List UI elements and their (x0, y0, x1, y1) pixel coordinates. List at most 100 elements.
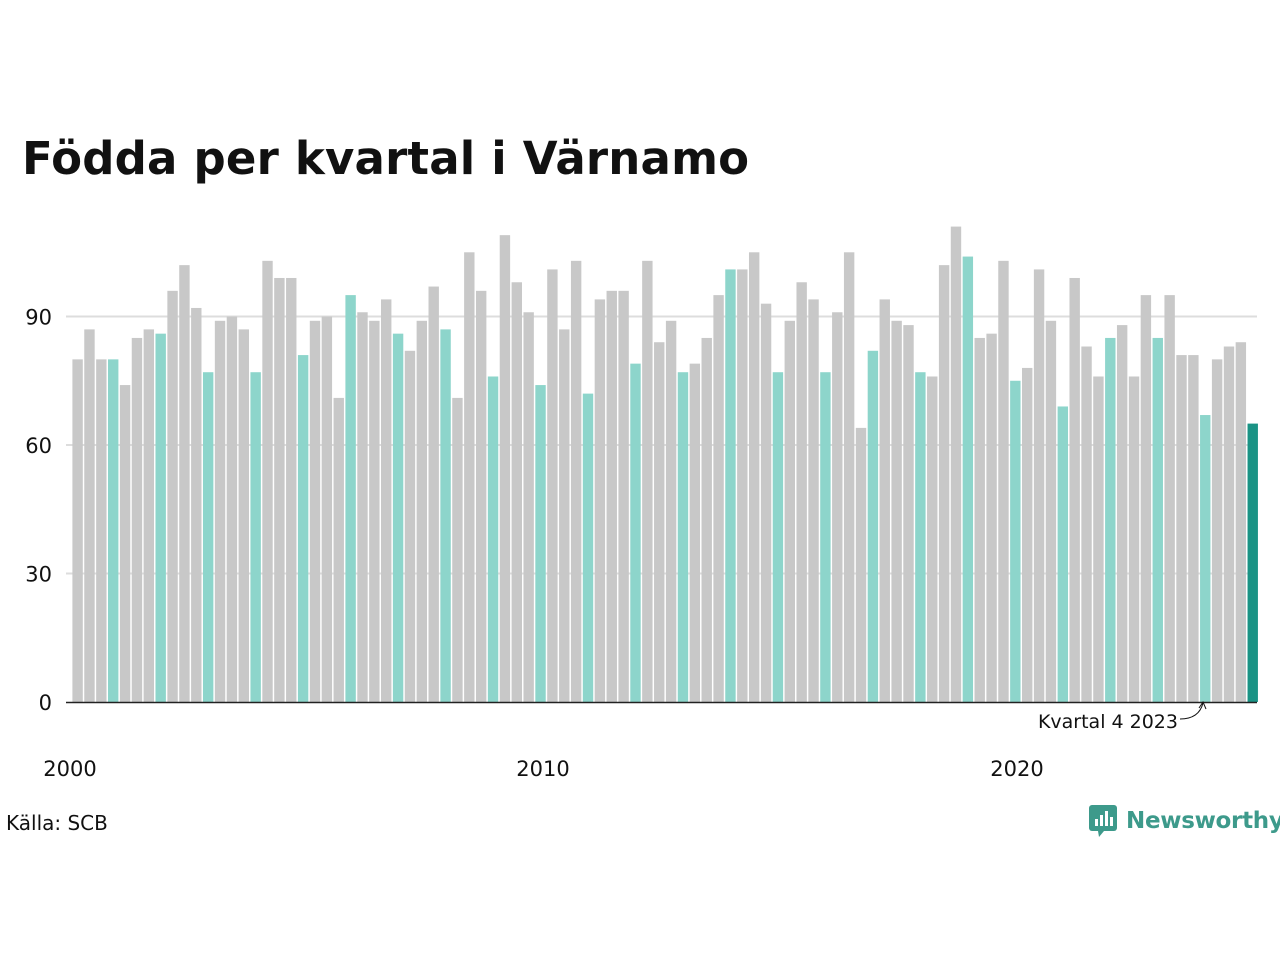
bar (416, 320, 428, 702)
bar (499, 235, 511, 702)
bar (333, 397, 344, 702)
bar (392, 333, 404, 702)
y-tick-label: 60 (25, 434, 52, 458)
bar (665, 320, 677, 702)
bar (1022, 367, 1033, 702)
x-tick-label: 2020 (990, 757, 1043, 781)
bar (72, 359, 83, 702)
bar (523, 312, 534, 702)
annotation-arrow (1179, 702, 1204, 720)
bar (986, 333, 997, 702)
bar (725, 269, 736, 702)
bar (238, 329, 249, 702)
bar (202, 372, 214, 702)
bar (1116, 325, 1128, 702)
bar (1188, 355, 1199, 702)
bar (654, 342, 665, 702)
bar (1081, 346, 1092, 702)
bar (832, 312, 843, 702)
bar (428, 286, 439, 702)
bar (927, 376, 938, 702)
bar (487, 376, 499, 702)
bar (642, 260, 653, 702)
bar (950, 226, 962, 702)
bar (1045, 320, 1057, 702)
source-note: Källa: SCB (6, 811, 108, 835)
bar (309, 320, 321, 702)
bar (1152, 337, 1163, 702)
bar (191, 307, 202, 702)
bar (748, 252, 760, 702)
bar (1235, 342, 1247, 702)
bar (321, 316, 333, 702)
bar (1069, 277, 1080, 702)
annotation-label: Kvartal 4 2023 (1038, 711, 1178, 733)
bar (903, 325, 914, 702)
bar (357, 312, 368, 702)
bar (464, 252, 475, 702)
bar (974, 337, 985, 702)
bar (867, 350, 879, 702)
latest-annotation: Kvartal 4 2023 (1038, 700, 1207, 733)
bar (143, 329, 155, 702)
bar (618, 290, 629, 702)
bar (879, 299, 890, 702)
bar (1223, 346, 1235, 702)
bar (369, 320, 380, 702)
bar (297, 355, 309, 702)
bar (855, 427, 867, 702)
bar (594, 299, 606, 702)
brand-logo: Newsworthy (1088, 804, 1280, 838)
bar (1140, 295, 1152, 702)
bar (214, 320, 226, 702)
y-tick-label: 0 (39, 691, 52, 715)
bar (547, 269, 558, 702)
bar (535, 385, 546, 702)
bar (606, 290, 617, 702)
bar (345, 295, 356, 702)
brand-name: Newsworthy (1126, 808, 1280, 834)
newsworthy-logo-icon (1089, 805, 1117, 837)
x-tick-label: 2010 (516, 757, 569, 781)
bar (1211, 359, 1223, 702)
bar (843, 252, 855, 702)
bar (630, 363, 641, 702)
chart-title: Födda per kvartal i Värnamo (22, 132, 750, 185)
bar (796, 282, 807, 702)
x-axis-ticks: 2000 2010 2020 (43, 757, 1043, 781)
bar (1010, 380, 1021, 702)
bar (452, 397, 463, 702)
bar (119, 385, 131, 702)
bar (226, 316, 238, 702)
bar (760, 303, 772, 702)
bar (1164, 295, 1175, 702)
bar (962, 256, 974, 702)
bar (820, 372, 831, 702)
bar (1093, 376, 1104, 702)
x-tick-label: 2000 (43, 757, 96, 781)
bar (1105, 337, 1116, 702)
bar (250, 372, 261, 702)
bar (1200, 415, 1211, 702)
bar (404, 350, 416, 702)
y-axis-ticks: 0 30 60 90 (25, 306, 52, 715)
bar (262, 260, 273, 702)
bar (131, 337, 143, 702)
bar (511, 282, 522, 702)
bar (179, 265, 190, 702)
bar (1128, 376, 1140, 702)
bar (440, 329, 451, 702)
bar (1176, 355, 1187, 702)
bar (772, 372, 784, 702)
bar (938, 265, 950, 702)
bar (582, 393, 594, 702)
bar (1033, 269, 1045, 702)
bar (1057, 406, 1069, 702)
bar (274, 277, 285, 702)
bar (701, 337, 712, 702)
bar (108, 359, 119, 702)
bar (713, 295, 724, 702)
bar (891, 320, 902, 702)
y-tick-label: 30 (25, 563, 52, 587)
